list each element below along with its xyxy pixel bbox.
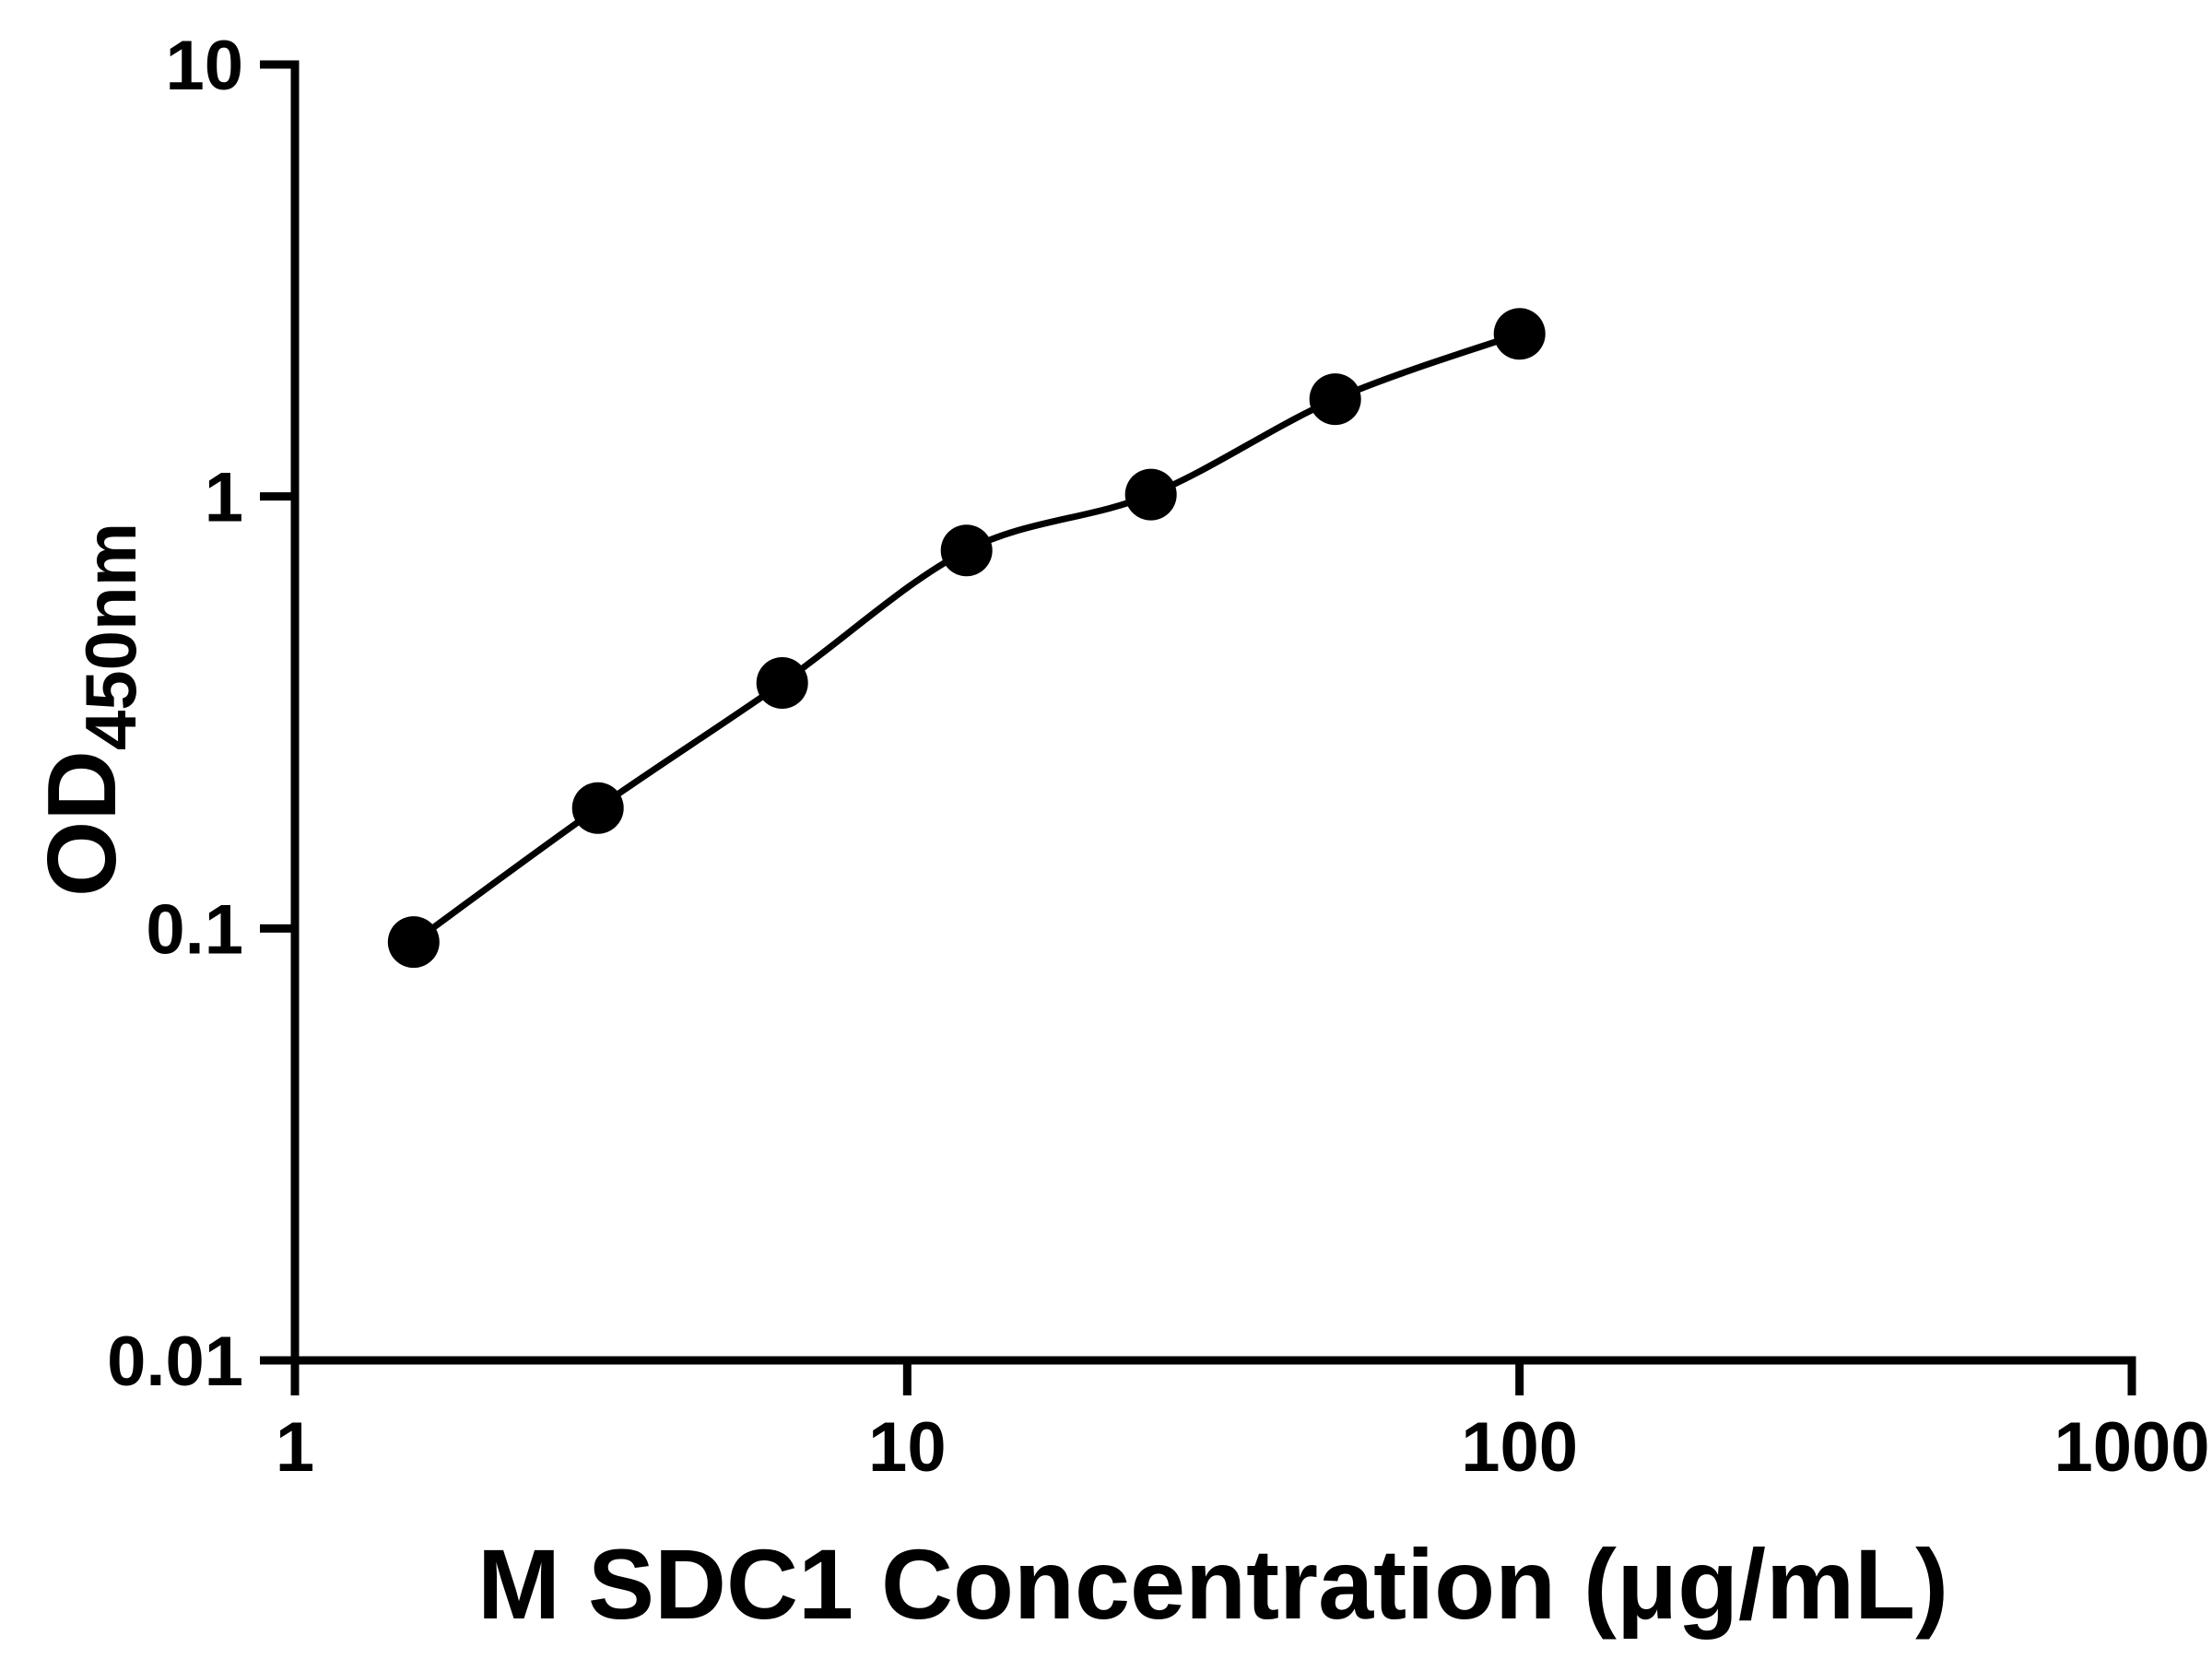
data-point	[1309, 373, 1361, 426]
y-axis-title-main: OD	[28, 750, 136, 897]
data-point	[1124, 468, 1177, 521]
y-tick-label: 10	[165, 27, 243, 105]
x-tick-label: 1000	[2053, 1408, 2209, 1487]
plot-area: 1 10 100 1000 0.01 0.1 1 10	[107, 27, 2209, 1487]
x-tick-label: 100	[1461, 1408, 1578, 1487]
data-point	[571, 782, 624, 834]
y-tick-label: 0.01	[107, 1323, 243, 1401]
data-point	[940, 524, 993, 577]
data-point	[756, 657, 808, 709]
x-tick-label: 1	[276, 1408, 314, 1487]
data-point	[1493, 308, 1546, 360]
x-tick-label: 10	[868, 1408, 947, 1487]
x-axis-title: M SDC1 Concentration (μg/mL)	[477, 1528, 1948, 1640]
y-tick-label: 1	[205, 459, 243, 537]
y-axis-title-subscript: 450nm	[70, 523, 151, 750]
data-point	[387, 916, 440, 969]
y-axis-title: OD450nm	[28, 523, 151, 897]
y-tick-label: 0.1	[146, 890, 243, 969]
fit-curve	[411, 330, 1521, 945]
axes-line	[290, 60, 2136, 1365]
